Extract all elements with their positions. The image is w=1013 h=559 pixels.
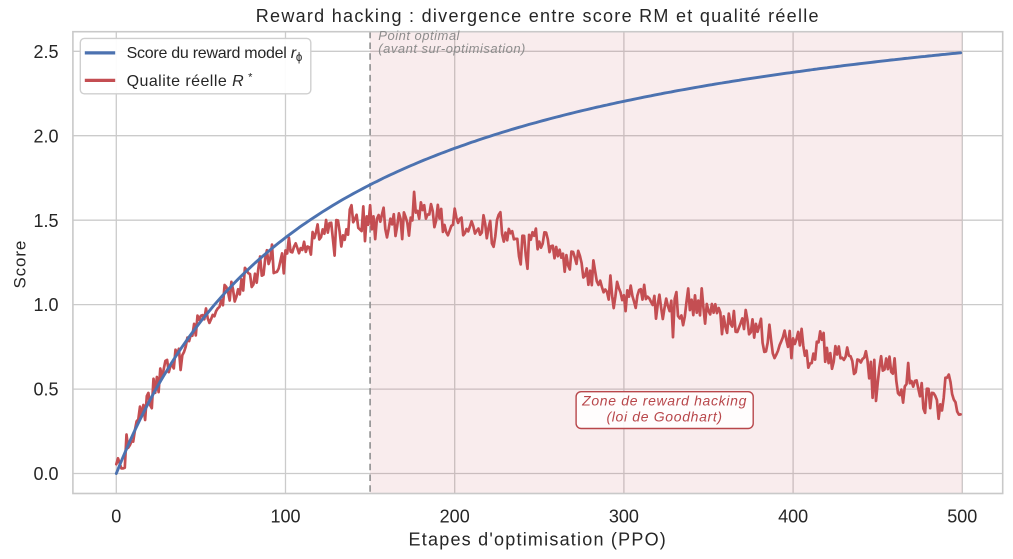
svg-text:(avant sur-optimisation): (avant sur-optimisation) (378, 41, 526, 56)
svg-text:200: 200 (440, 506, 470, 526)
svg-text:Point optimal: Point optimal (378, 28, 460, 43)
svg-text:Qualite réelle R *: Qualite réelle R * (127, 72, 253, 91)
svg-text:0.5: 0.5 (33, 380, 58, 400)
svg-text:Score du reward model rϕ: Score du reward model rϕ (127, 45, 303, 64)
svg-text:Etapes d'optimisation (PPO): Etapes d'optimisation (PPO) (409, 530, 667, 550)
svg-text:2.5: 2.5 (33, 42, 58, 62)
svg-text:(loi de Goodhart): (loi de Goodhart) (606, 409, 722, 425)
svg-text:500: 500 (947, 506, 977, 526)
svg-text:100: 100 (270, 506, 300, 526)
svg-text:300: 300 (609, 506, 639, 526)
svg-text:2.0: 2.0 (33, 126, 58, 146)
svg-text:400: 400 (778, 506, 808, 526)
svg-text:0: 0 (111, 506, 121, 526)
svg-text:Score: Score (11, 240, 30, 289)
svg-text:Reward hacking : divergence en: Reward hacking : divergence entre score … (256, 6, 820, 26)
svg-text:1.5: 1.5 (33, 211, 58, 231)
svg-text:Zone de reward hacking: Zone de reward hacking (581, 392, 747, 408)
svg-text:1.0: 1.0 (33, 295, 58, 315)
svg-text:0.0: 0.0 (33, 464, 58, 484)
